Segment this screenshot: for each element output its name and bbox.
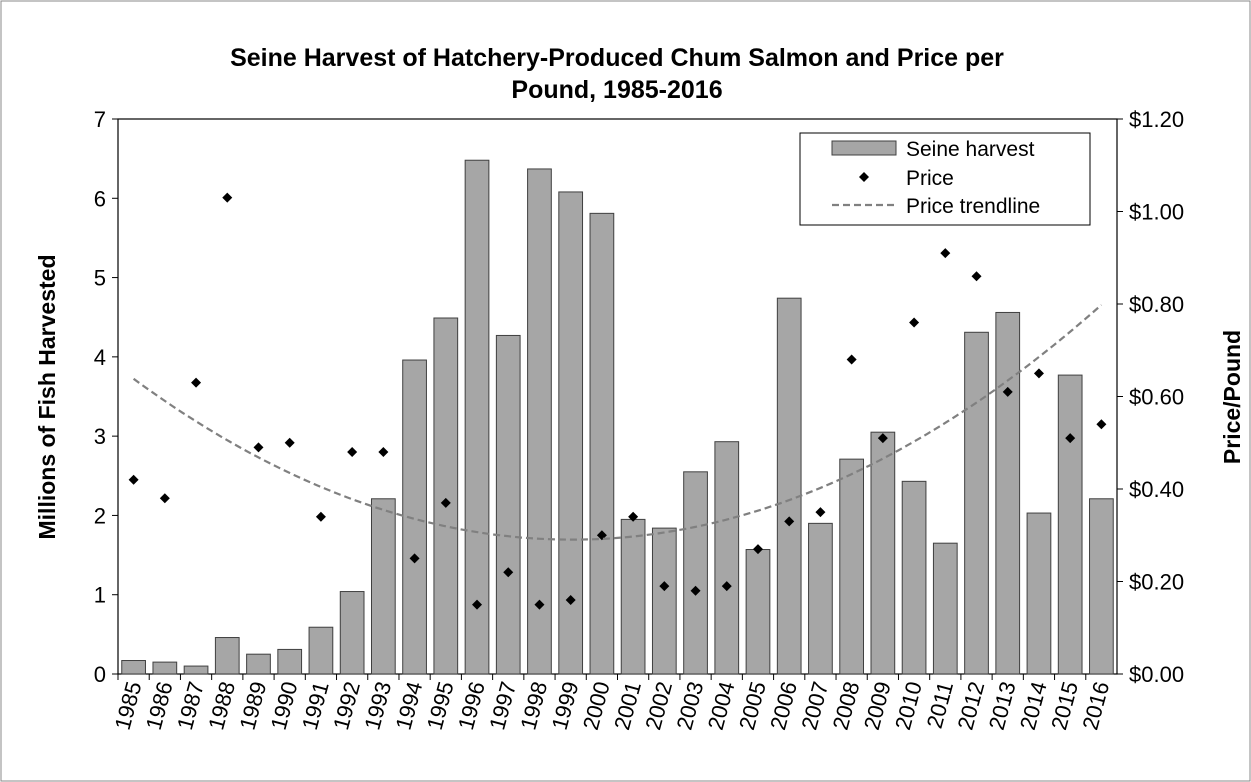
- y-tick-label: 6: [94, 186, 106, 211]
- y-tick-label: 5: [94, 266, 106, 291]
- bar: [651, 527, 677, 675]
- y2-tick-label: $0.00: [1129, 662, 1184, 687]
- price-point: [1033, 368, 1044, 379]
- legend-swatch: [831, 140, 897, 156]
- legend-label: Price: [906, 167, 954, 190]
- bar: [527, 168, 552, 675]
- y2-tick-label: $0.60: [1129, 385, 1184, 410]
- legend-label: Seine harvest: [906, 138, 1035, 161]
- bar: [870, 431, 896, 675]
- price-point: [784, 516, 795, 527]
- chart-title: Seine Harvest of Hatchery-Produced Chum …: [230, 44, 1004, 72]
- bar: [1089, 498, 1114, 675]
- bar: [932, 542, 958, 675]
- bar: [683, 471, 708, 675]
- y-tick-label: 7: [94, 107, 106, 132]
- bar: [339, 591, 365, 675]
- bar: [589, 212, 615, 675]
- price-trendline: [132, 304, 1103, 541]
- y-tick-label: 3: [94, 424, 106, 449]
- price-point: [940, 248, 951, 259]
- price-point: [315, 511, 326, 522]
- bar: [620, 518, 646, 675]
- y2-axis-title: Price/Pound: [1219, 330, 1245, 464]
- bar: [776, 297, 802, 675]
- bar: [183, 665, 209, 675]
- y2-tick-label: $1.20: [1129, 107, 1184, 132]
- price-point: [721, 581, 732, 592]
- y2-tick-label: $0.80: [1129, 292, 1184, 317]
- price-point: [846, 354, 857, 365]
- y2-tick-label: $0.20: [1129, 570, 1184, 595]
- bar: [1026, 512, 1052, 675]
- bar: [402, 359, 427, 675]
- y-tick-label: 0: [94, 662, 106, 687]
- bar: [370, 498, 396, 675]
- price-point: [565, 595, 576, 605]
- y-axis-title: Millions of Fish Harvested: [34, 255, 60, 540]
- y-tick-label: 1: [94, 583, 106, 608]
- price-point: [628, 511, 639, 522]
- bar: [808, 522, 833, 675]
- price-point: [191, 377, 202, 388]
- bar: [1057, 374, 1083, 675]
- price-point: [503, 567, 514, 578]
- bar: [839, 458, 865, 675]
- chart-title: Pound, 1985-2016: [511, 76, 722, 104]
- legend-label: Price trendline: [906, 195, 1040, 218]
- bar: [277, 648, 303, 675]
- price-point: [752, 544, 763, 555]
- bar: [495, 334, 521, 675]
- bar: [152, 661, 178, 675]
- price-point: [877, 433, 888, 444]
- price-point: [971, 271, 982, 282]
- price-point: [409, 553, 420, 564]
- price-point: [815, 507, 826, 518]
- bar: [121, 660, 146, 675]
- price-point: [909, 317, 920, 328]
- price-point: [1096, 419, 1107, 430]
- bar: [214, 637, 240, 675]
- price-point: [128, 474, 139, 485]
- legend-marker: [859, 172, 869, 182]
- price-point: [378, 447, 389, 457]
- bar: [246, 653, 271, 675]
- price-point: [253, 442, 264, 453]
- y-tick-label: 2: [94, 503, 106, 528]
- price-point: [222, 192, 233, 203]
- price-point: [440, 497, 451, 508]
- bar: [714, 441, 740, 675]
- bar: [433, 317, 459, 675]
- price-point: [659, 581, 670, 592]
- bar: [558, 191, 584, 675]
- price-point: [347, 447, 358, 457]
- price-point: [1065, 433, 1076, 444]
- price-point: [159, 493, 170, 504]
- bar: [464, 159, 490, 675]
- bar: [745, 549, 771, 675]
- y-tick-label: 4: [94, 345, 106, 370]
- price-point: [472, 599, 483, 610]
- price-point: [284, 437, 295, 448]
- y2-tick-label: $1.00: [1129, 200, 1184, 225]
- bar: [901, 480, 927, 675]
- price-point: [690, 585, 701, 596]
- price-point: [1002, 386, 1013, 397]
- bar: [995, 311, 1021, 675]
- bar: [308, 626, 334, 675]
- y2-tick-label: $0.40: [1129, 477, 1184, 502]
- price-point: [534, 599, 545, 610]
- bar: [964, 331, 989, 675]
